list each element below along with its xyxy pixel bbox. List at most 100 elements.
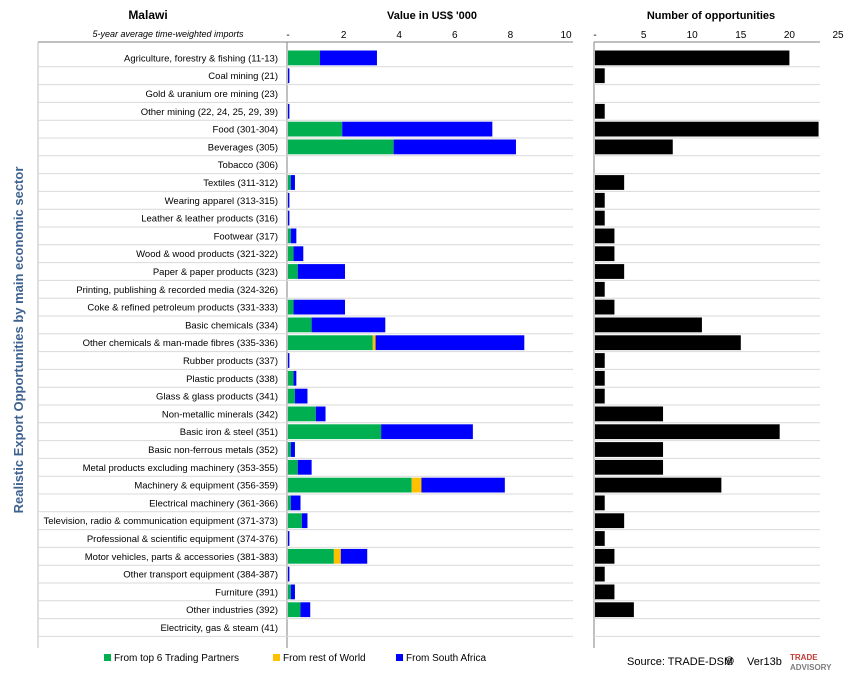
- value-bar-metal-products-excluding-machinery-series-0: [288, 459, 298, 475]
- value-bar-coke-refined-petroleum-products-series-0: [288, 299, 294, 315]
- legend-label-rest-of-world: From rest of World: [283, 653, 366, 664]
- value-tick-label: 6: [452, 30, 458, 41]
- value-bar-basic-chemicals-series-2: [311, 317, 386, 333]
- count-bar-other-mining: [595, 103, 605, 119]
- legend-item-rest-of-world: From rest of World: [273, 653, 366, 664]
- value-bar-wood-wood-products-series-0: [288, 246, 294, 262]
- value-bar-other-transport-equipment-series-2: [288, 566, 290, 582]
- legend-swatch-rest-of-world: [273, 654, 280, 661]
- value-bar-other-chemicals-man-made-fibres-series-1: [372, 335, 376, 351]
- value-axis-ticks: - 2 4 6 8 10: [286, 30, 572, 41]
- legend-label-south-africa: From South Africa: [406, 653, 486, 664]
- legend: From top 6 Trading Partners From rest of…: [104, 653, 486, 664]
- category-label-agriculture-forestry-fishing: Agriculture, forestry & fishing (11-13): [124, 53, 278, 64]
- value-bar-beverages-series-0: [288, 139, 394, 155]
- value-bar-basic-non-ferrous-metals-series-0: [288, 442, 291, 457]
- category-label-other-industries: Other industries (392): [186, 605, 278, 616]
- category-label-wearing-apparel: Wearing apparel (313-315): [165, 196, 278, 207]
- value-bar-leather-leather-products-series-2: [288, 210, 290, 226]
- value-bar-metal-products-excluding-machinery-series-2: [297, 459, 312, 475]
- count-bar-electrical-machinery: [595, 495, 605, 511]
- value-bar-plastic-products-series-0: [288, 370, 294, 386]
- legend-item-top6: From top 6 Trading Partners: [104, 653, 239, 664]
- value-bar-motor-vehicles-parts-accessories-series-0: [288, 548, 334, 564]
- value-bar-footwear-series-2: [290, 228, 297, 244]
- count-bar-food: [595, 121, 819, 137]
- value-bar-television-radio-communication-equipment-series-0: [288, 513, 302, 529]
- value-bar-machinery-equipment-series-1: [411, 477, 422, 493]
- count-bar-leather-leather-products: [595, 210, 605, 226]
- count-bar-basic-chemicals: [595, 317, 702, 333]
- value-bar-motor-vehicles-parts-accessories-series-1: [333, 548, 341, 564]
- count-bar-professional-scientific-equipment: [595, 531, 605, 546]
- value-bar-basic-non-ferrous-metals-series-2: [290, 442, 295, 457]
- count-bar-metal-products-excluding-machinery: [595, 459, 664, 475]
- category-label-furniture: Furniture (391): [215, 587, 278, 598]
- count-tick-label: 20: [784, 30, 796, 41]
- row-separators: [38, 66, 820, 637]
- value-bars: [288, 50, 525, 618]
- value-bar-wearing-apparel-series-2: [288, 192, 290, 208]
- count-axis-title: Number of opportunities: [647, 10, 775, 22]
- category-label-motor-vehicles-parts-accessories: Motor vehicles, parts & accessories (381…: [85, 552, 278, 563]
- source-note: Source: TRADE-DSM ® Ver13b: [627, 654, 782, 668]
- value-bar-electrical-machinery-series-0: [288, 495, 291, 511]
- category-label-non-metallic-minerals: Non-metallic minerals (342): [162, 409, 278, 420]
- category-label-printing-publishing-recorded-media: Printing, publishing & recorded media (3…: [76, 285, 278, 296]
- value-bar-basic-chemicals-series-0: [288, 317, 312, 333]
- count-bar-basic-iron-steel: [595, 424, 780, 440]
- count-bar-footwear: [595, 228, 615, 244]
- category-label-machinery-equipment: Machinery & equipment (356-359): [134, 481, 278, 492]
- value-bar-electrical-machinery-series-2: [290, 495, 301, 511]
- value-bar-motor-vehicles-parts-accessories-series-2: [340, 548, 368, 564]
- value-axis-title: Value in US$ '000: [387, 10, 477, 22]
- category-label-electrical-machinery: Electrical machinery (361-366): [149, 498, 278, 509]
- value-bar-other-industries-series-0: [288, 602, 301, 618]
- count-bar-other-transport-equipment: [595, 566, 605, 582]
- value-bar-plastic-products-series-2: [293, 370, 297, 386]
- count-tick-label: -: [593, 30, 596, 41]
- legend-swatch-south-africa: [396, 654, 403, 661]
- category-label-leather-leather-products: Leather & leather products (316): [141, 214, 278, 225]
- category-label-paper-paper-products: Paper & paper products (323): [153, 267, 278, 278]
- count-bar-television-radio-communication-equipment: [595, 513, 625, 529]
- count-bar-plastic-products: [595, 370, 605, 386]
- source-text: Source: TRADE-DSM: [627, 656, 733, 668]
- legend-swatch-top6: [104, 654, 111, 661]
- value-bar-other-mining-series-2: [288, 103, 290, 119]
- count-bar-machinery-equipment: [595, 477, 722, 493]
- value-bar-basic-iron-steel-series-2: [381, 424, 473, 440]
- logo-bottom-text: ADVISORY: [790, 663, 832, 672]
- value-bar-paper-paper-products-series-0: [288, 264, 298, 279]
- count-bar-coke-refined-petroleum-products: [595, 299, 615, 315]
- count-bar-non-metallic-minerals: [595, 406, 664, 422]
- value-bar-coke-refined-petroleum-products-series-2: [293, 299, 345, 315]
- category-label-metal-products-excluding-machinery: Metal products excluding machinery (353-…: [83, 463, 278, 474]
- trade-advisory-logo: TRADE ADVISORY: [790, 653, 832, 672]
- count-bar-paper-paper-products: [595, 264, 625, 279]
- value-bar-basic-iron-steel-series-0: [288, 424, 382, 440]
- category-label-coal-mining: Coal mining (21): [208, 71, 278, 82]
- registered-mark: ®: [725, 654, 734, 668]
- category-label-footwear: Footwear (317): [214, 231, 278, 242]
- value-bar-textiles-series-2: [290, 175, 295, 190]
- category-label-food: Food (301-304): [213, 125, 278, 136]
- category-label-glass-glass-products: Glass & glass products (341): [156, 392, 278, 403]
- value-bar-textiles-series-0: [288, 175, 291, 190]
- value-bar-paper-paper-products-series-2: [297, 264, 345, 279]
- legend-item-south-africa: From South Africa: [396, 653, 486, 664]
- count-bar-wearing-apparel: [595, 192, 605, 208]
- value-bar-furniture-series-2: [290, 584, 295, 600]
- category-label-wood-wood-products: Wood & wood products (321-322): [136, 249, 278, 260]
- count-bars: [595, 50, 819, 618]
- category-label-television-radio-communication-equipment: Television, radio & communication equipm…: [44, 516, 278, 527]
- category-label-basic-iron-steel: Basic iron & steel (351): [180, 427, 278, 438]
- count-bar-agriculture-forestry-fishing: [595, 50, 790, 66]
- value-bar-television-radio-communication-equipment-series-2: [301, 513, 308, 529]
- category-label-other-mining: Other mining (22, 24, 25, 29, 39): [141, 107, 278, 118]
- count-tick-label: 10: [687, 30, 699, 41]
- chart-subtitle: 5-year average time-weighted imports: [92, 29, 244, 39]
- value-bar-other-chemicals-man-made-fibres-series-0: [288, 335, 373, 351]
- category-label-gold-uranium-ore-mining: Gold & uranium ore mining (23): [145, 89, 278, 100]
